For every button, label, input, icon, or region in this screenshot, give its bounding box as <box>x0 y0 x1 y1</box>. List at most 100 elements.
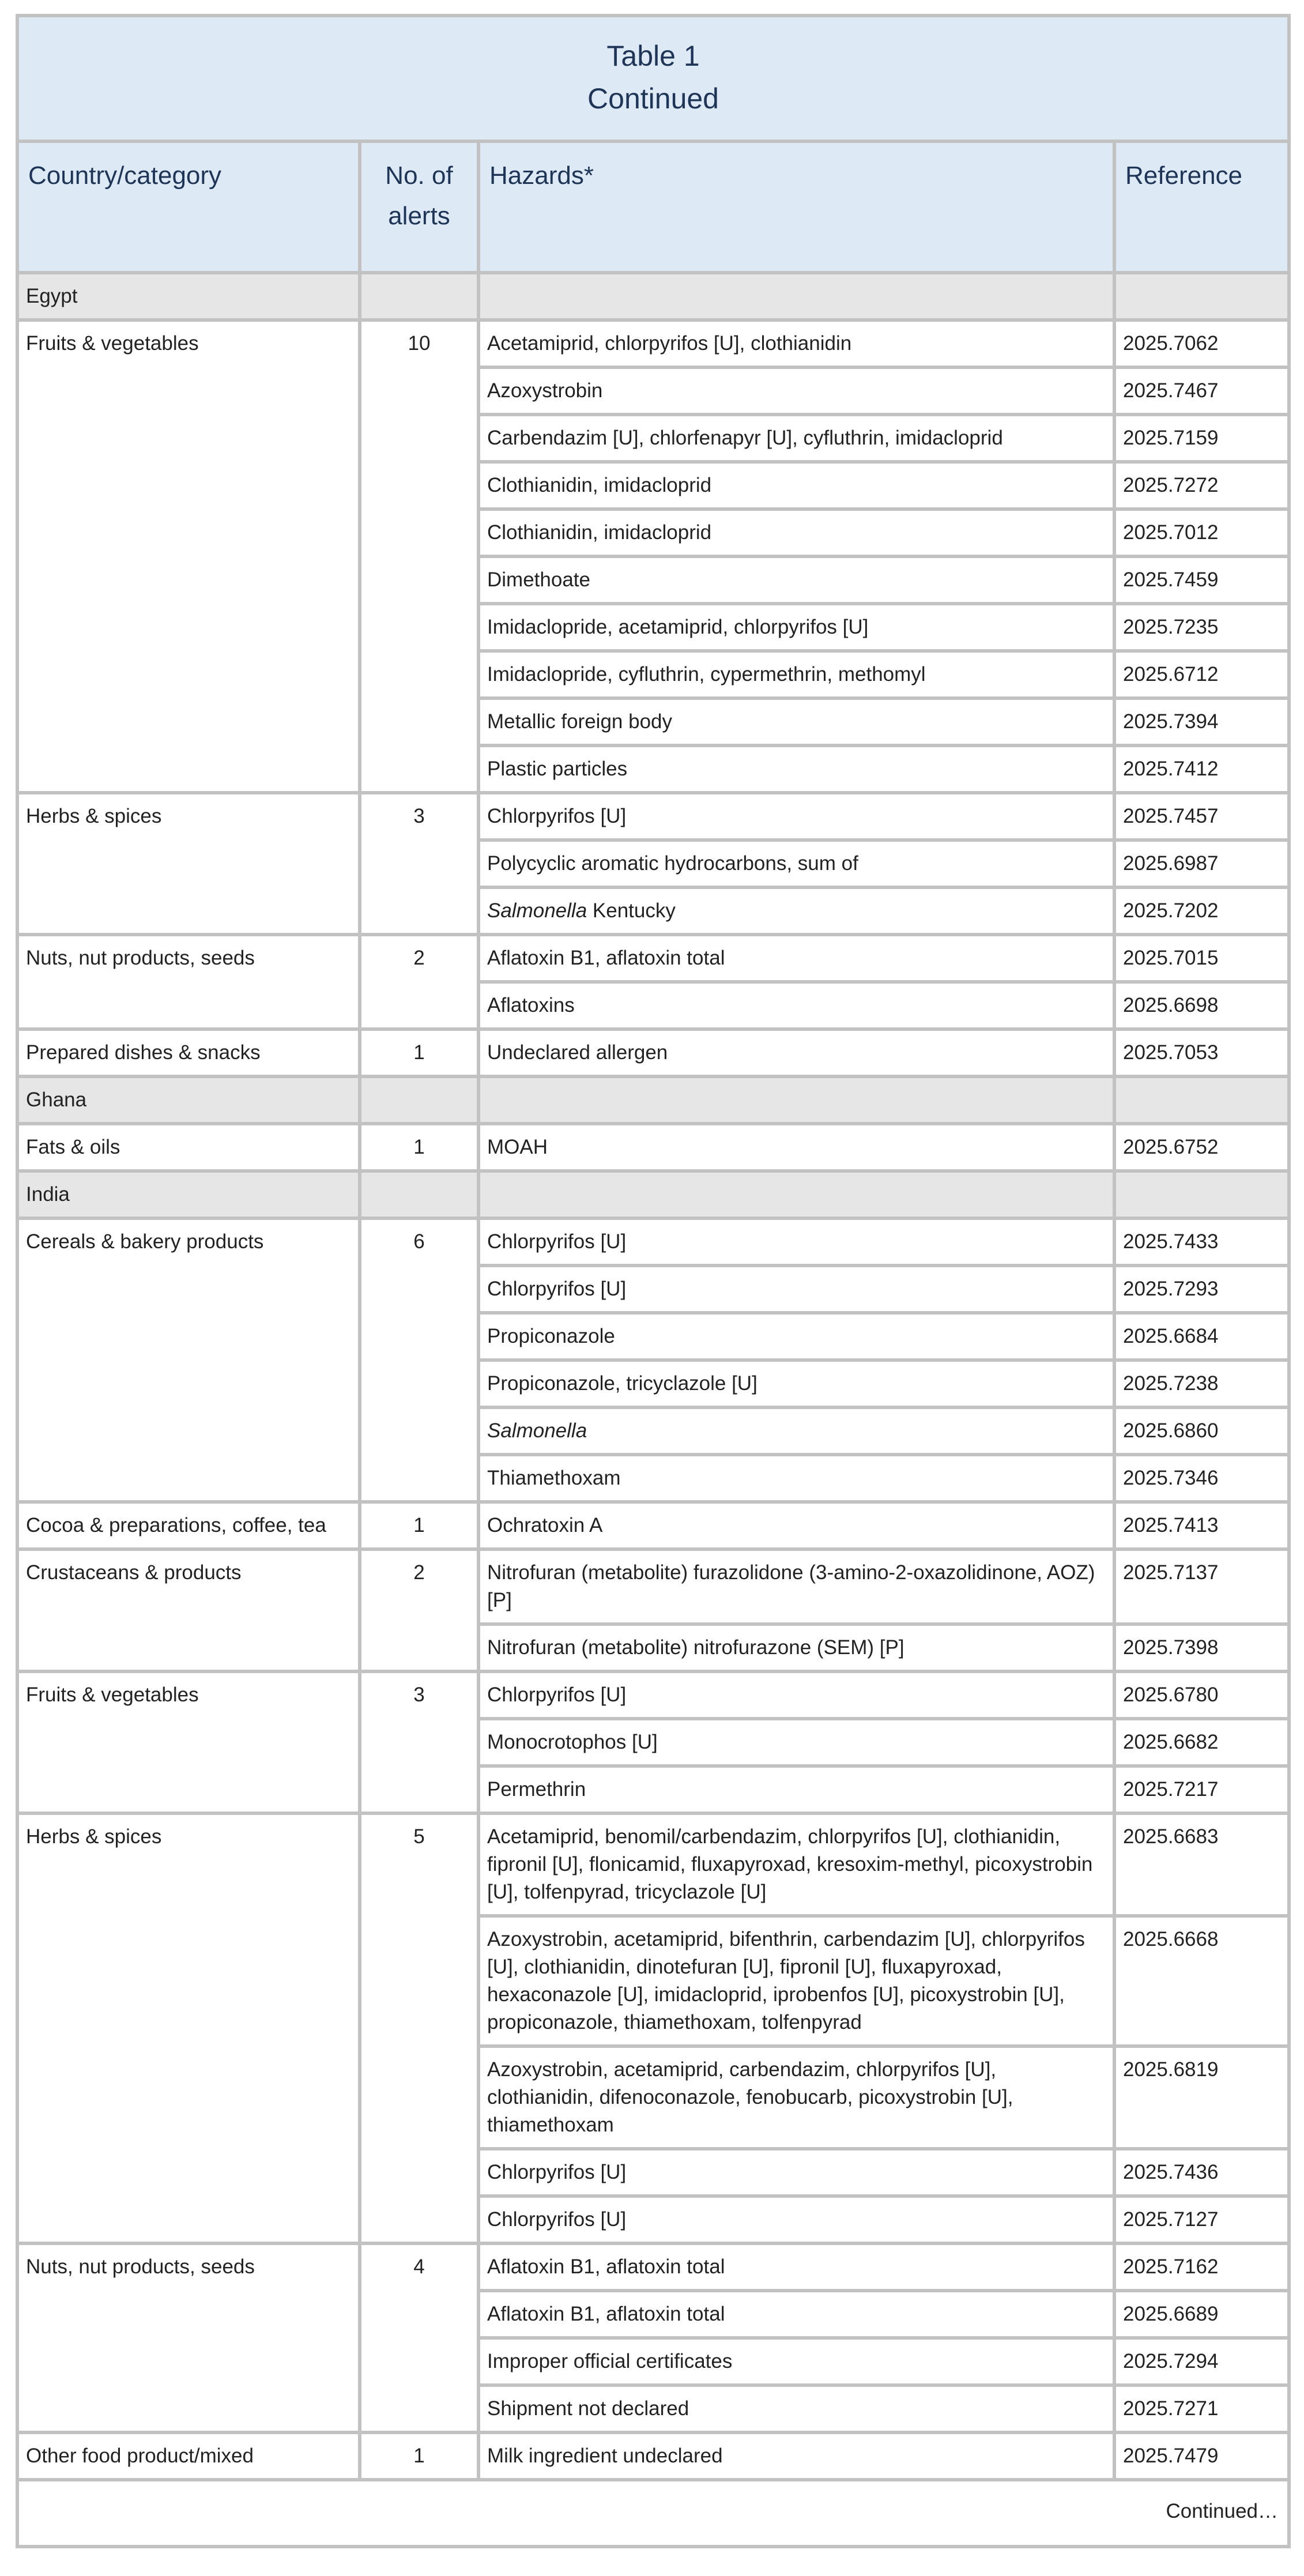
table-row: Aflatoxins 2025.6698 <box>19 984 1288 1027</box>
country-row: Ghana <box>19 1078 1288 1122</box>
empty-cell <box>1116 1078 1288 1122</box>
category-name: Other food product/mixed <box>19 2434 358 2478</box>
table-row: Herbs & spices 5 Acetamiprid, benomil/carb… <box>19 1815 1288 2242</box>
hazard-text: Imidaclopride, cyfluthrin, cypermethrin,… <box>487 663 926 686</box>
table-title: Table 1 Continued <box>19 17 1288 140</box>
table-row: Clothianidin, imidacloprid 2025.7272 <box>19 464 1288 507</box>
reference-cell: 2025.7479 <box>1116 2434 1288 2478</box>
table-row: Fruits & vegetables 10 Acetamiprid, chlorp… <box>19 322 1288 791</box>
hazard-organism: Salmonella <box>487 1419 587 1442</box>
hazard-text: Propiconazole, tricyclazole [U] <box>487 1372 757 1395</box>
reference-cell: 2025.7127 <box>1116 2198 1288 2242</box>
alert-count: 3 <box>361 794 477 933</box>
reference-cell: 2025.6683 <box>1116 1815 1288 1914</box>
table-row: Fats & oils 1 MOAH 2025.6752 <box>19 1125 1288 1169</box>
hazard-cell: Improper official certificates <box>480 2340 1113 2383</box>
reference-cell: 2025.7159 <box>1116 416 1288 460</box>
alert-count: 1 <box>361 1125 477 1169</box>
table-row: Nitrofuran (metabolite) nitrofurazone (S… <box>19 1626 1288 1670</box>
empty-cell <box>480 1173 1113 1217</box>
hazard-text: MOAH <box>487 1136 548 1158</box>
hazard-cell: Metallic foreign body <box>480 700 1113 744</box>
table-body: Egypt Fruits & vegetables 10 Acetamiprid, c… <box>19 274 1288 2478</box>
hazard-cell: Chlorpyrifos [U] <box>480 1220 1113 1264</box>
table-row: Propiconazole, tricyclazole [U] 2025.7238 <box>19 1362 1288 1406</box>
reference-cell: 2025.7457 <box>1116 794 1288 838</box>
reference-cell: 2025.7412 <box>1116 747 1288 791</box>
hazard-text: Plastic particles <box>487 758 628 780</box>
country-row: India <box>19 1173 1288 1217</box>
header-reference: Reference <box>1116 143 1288 271</box>
table-row: Thiamethoxam 2025.7346 <box>19 1456 1288 1500</box>
reference-cell: 2025.6682 <box>1116 1720 1288 1764</box>
hazard-text: Metallic foreign body <box>487 710 672 733</box>
table-row: Azoxystrobin, acetamiprid, carbendazim, … <box>19 2048 1288 2147</box>
hazard-cell: Aflatoxin B1, aflatoxin total <box>480 2292 1113 2336</box>
hazard-cell: Chlorpyrifos [U] <box>480 1673 1113 1717</box>
alert-count: 1 <box>361 1031 477 1075</box>
table-row: Salmonella 2025.6860 <box>19 1409 1288 1453</box>
hazard-text: Thiamethoxam <box>487 1467 621 1489</box>
hazard-text: Aflatoxins <box>487 994 575 1016</box>
header-country-category: Country/category <box>19 143 358 271</box>
reference-cell: 2025.7271 <box>1116 2387 1288 2431</box>
table-row: Shipment not declared 2025.7271 <box>19 2387 1288 2431</box>
empty-cell <box>480 274 1113 318</box>
hazard-text: Aflatoxin B1, aflatoxin total <box>487 947 725 969</box>
table-row: Azoxystrobin, acetamiprid, bifenthrin, c… <box>19 1918 1288 2044</box>
hazard-cell: Chlorpyrifos [U] <box>480 1267 1113 1311</box>
reference-cell: 2025.7217 <box>1116 1768 1288 1812</box>
hazard-text: Chlorpyrifos [U] <box>487 2161 627 2183</box>
hazard-cell: Salmonella <box>480 1409 1113 1453</box>
reference-cell: 2025.6860 <box>1116 1409 1288 1453</box>
reference-cell: 2025.7202 <box>1116 889 1288 933</box>
hazard-cell: Aflatoxins <box>480 984 1113 1027</box>
table-row: Azoxystrobin 2025.7467 <box>19 369 1288 413</box>
hazard-cell: Undeclared allergen <box>480 1031 1113 1075</box>
empty-cell <box>1116 274 1288 318</box>
hazard-text: Carbendazim [U], chlorfenapyr [U], cyflu… <box>487 427 1003 449</box>
hazard-text: Azoxystrobin <box>487 379 603 402</box>
table-row: Salmonella Kentucky 2025.7202 <box>19 889 1288 933</box>
alerts-table: Table 1 Continued Country/category No. o… <box>16 14 1291 2548</box>
reference-cell: 2025.7012 <box>1116 511 1288 555</box>
table-container: Table 1 Continued Country/category No. o… <box>16 14 1291 2548</box>
reference-cell: 2025.6668 <box>1116 1918 1288 2044</box>
hazard-text: Dimethoate <box>487 568 590 591</box>
reference-cell: 2025.6987 <box>1116 842 1288 886</box>
alert-count: 1 <box>361 1504 477 1547</box>
empty-cell <box>361 274 477 318</box>
reference-cell: 2025.6698 <box>1116 984 1288 1027</box>
hazard-cell: Permethrin <box>480 1768 1113 1812</box>
alert-count: 3 <box>361 1673 477 1812</box>
table-row: Fruits & vegetables 3 Chlorpyrifos [U] 2025… <box>19 1673 1288 1812</box>
hazard-text: Imidaclopride, acetamiprid, chlorpyrifos… <box>487 616 869 638</box>
hazard-text: Acetamiprid, benomil/carbendazim, chlorp… <box>487 1825 1093 1903</box>
hazard-cell: Chlorpyrifos [U] <box>480 794 1113 838</box>
reference-cell: 2025.7293 <box>1116 1267 1288 1311</box>
reference-cell: 2025.7433 <box>1116 1220 1288 1264</box>
table-footer-row: Continued… <box>19 2481 1288 2545</box>
empty-cell <box>1116 1173 1288 1217</box>
alert-count: 2 <box>361 1551 477 1670</box>
reference-cell: 2025.7162 <box>1116 2245 1288 2289</box>
table-row: Cereals & bakery products 6 Chlorpyrifos [… <box>19 1220 1288 1500</box>
hazard-organism: Salmonella <box>487 899 587 922</box>
hazard-text: Chlorpyrifos [U] <box>487 2208 627 2231</box>
hazard-text: Kentucky <box>587 899 676 922</box>
table-row: Improper official certificates 2025.7294 <box>19 2340 1288 2383</box>
continued-note: Continued… <box>19 2481 1288 2545</box>
table-title-text: Table 1 <box>606 40 700 72</box>
empty-cell <box>361 1173 477 1217</box>
hazard-text: Chlorpyrifos [U] <box>487 1684 627 1706</box>
hazard-text: Azoxystrobin, acetamiprid, carbendazim, … <box>487 2058 1013 2136</box>
table-subtitle-text: Continued <box>587 82 719 115</box>
reference-cell: 2025.7294 <box>1116 2340 1288 2383</box>
country-name: Ghana <box>19 1078 358 1122</box>
empty-cell <box>361 1078 477 1122</box>
reference-cell: 2025.7238 <box>1116 1362 1288 1406</box>
country-name: India <box>19 1173 358 1217</box>
hazard-text: Permethrin <box>487 1778 586 1801</box>
reference-cell: 2025.7272 <box>1116 464 1288 507</box>
reference-cell: 2025.7394 <box>1116 700 1288 744</box>
